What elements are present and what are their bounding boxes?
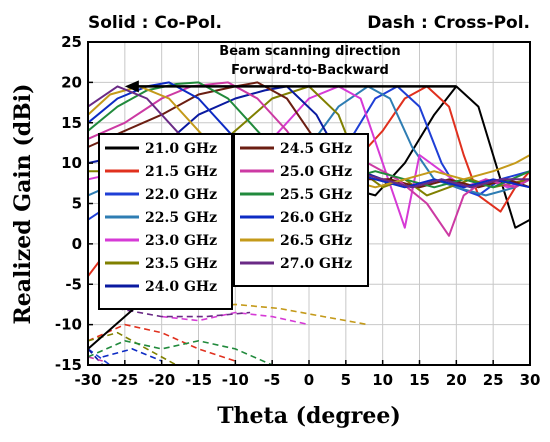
y-tick-label: -5 (65, 275, 82, 293)
y-tick-labels: -15 -10 -5 0 5 10 15 20 25 (55, 33, 93, 374)
x-tick-label: -20 (148, 371, 175, 389)
scan-arrow (124, 80, 457, 93)
legend-label-21-0-ghz: 21.0 GHz (145, 141, 217, 157)
legend-label-22-5-ghz: 22.5 GHz (145, 210, 217, 226)
header-left: Solid : Co-Pol. (88, 13, 222, 33)
y-axis-label: Realized Gain (dBi) (10, 84, 36, 325)
legend-label-21-5-ghz: 21.5 GHz (145, 164, 217, 180)
y-tick-label: -15 (55, 356, 82, 374)
legend-label-22-0-ghz: 22.0 GHz (145, 187, 217, 203)
x-tick-label: -10 (222, 371, 249, 389)
legend-label-26-5-ghz: 26.5 GHz (280, 233, 352, 249)
x-tick-label: 30 (520, 371, 541, 389)
cross-pol-line-25-0-ghz (87, 356, 103, 362)
legend-label-26-0-ghz: 26.0 GHz (280, 210, 352, 226)
legend-label-27-0-ghz: 27.0 GHz (280, 256, 352, 272)
legend-label-23-0-ghz: 23.0 GHz (145, 233, 217, 249)
cross-pol-line-27-0-ghz (117, 307, 251, 318)
y-tick-label: 25 (61, 33, 82, 51)
x-tick-label: 15 (409, 371, 430, 389)
x-tick-label: -5 (264, 371, 281, 389)
legend-label-25-5-ghz: 25.5 GHz (280, 187, 352, 203)
x-tick-label: -15 (185, 371, 212, 389)
x-tick-label: -30 (74, 371, 101, 389)
x-tick-label: 0 (304, 371, 314, 389)
x-tick-label: 10 (372, 371, 393, 389)
legend: 21.0 GHz 21.5 GHz 22.0 GHz 22.5 GHz 23.0 GHz… (105, 141, 352, 295)
y-tick-label: -10 (55, 316, 82, 334)
y-tick-label: 20 (61, 73, 82, 91)
y-tick-label: 5 (72, 195, 82, 213)
y-tick-label: 15 (61, 114, 82, 132)
x-tick-label: 5 (341, 371, 351, 389)
cross-pol-line-24-0-ghz (87, 348, 104, 366)
legend-label-24-0-ghz: 24.0 GHz (145, 279, 217, 295)
cross-pol-line-25-5-ghz (87, 339, 273, 366)
x-tick-label: -25 (111, 371, 138, 389)
legend-box-right (233, 133, 369, 287)
y-tick-label: 10 (61, 154, 82, 172)
x-tick-labels: -30 -25 -20 -15 -10 -5 0 5 10 15 20 25 30 (74, 360, 540, 389)
y-tick-label: 0 (72, 235, 82, 253)
annotation-line-2: Forward-to-Backward (231, 63, 389, 78)
cross-pol-line-21-5-ghz (87, 323, 236, 362)
cross-pol-line-26-0-ghz (102, 348, 163, 362)
x-tick-label: 25 (483, 371, 504, 389)
legend-label-24-5-ghz: 24.5 GHz (280, 141, 352, 157)
legend-label-25-0-ghz: 25.0 GHz (280, 164, 352, 180)
annotation-line-1: Beam scanning direction (219, 44, 400, 59)
legend-box-left (98, 133, 233, 310)
header-right: Dash : Cross-Pol. (367, 13, 530, 33)
cross-pol-line-23-0-ghz (161, 311, 310, 326)
cross-pol-curves (87, 299, 369, 366)
x-tick-label: 20 (446, 371, 467, 389)
x-axis-label: Theta (degree) (217, 403, 401, 429)
legend-label-23-5-ghz: 23.5 GHz (145, 256, 217, 272)
cross-pol-line-22-0-ghz (87, 348, 111, 366)
scan-arrow-head (124, 80, 139, 93)
